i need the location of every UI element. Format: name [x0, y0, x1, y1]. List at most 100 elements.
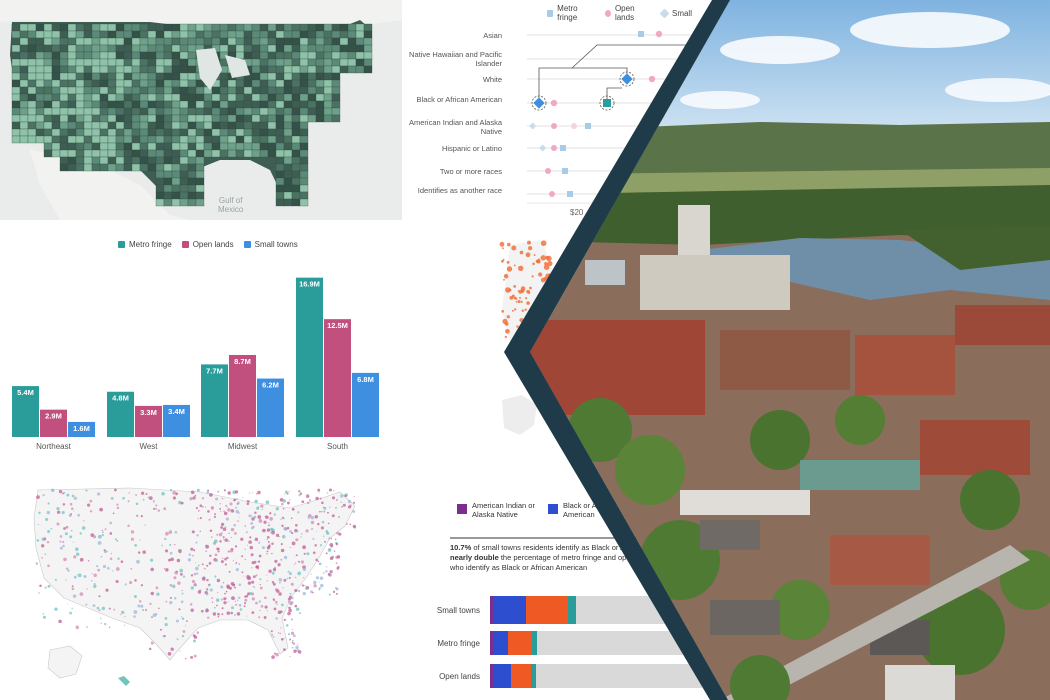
orange-dot — [506, 260, 510, 264]
population-dot — [336, 555, 341, 559]
population-dot — [310, 516, 315, 520]
population-dot — [334, 538, 337, 541]
county-cell — [171, 30, 181, 39]
population-dot — [238, 603, 242, 607]
orange-dot — [536, 318, 541, 323]
county-cell — [243, 142, 253, 151]
county-cell — [243, 93, 253, 102]
population-dot — [158, 607, 160, 610]
population-dot — [215, 497, 219, 501]
population-dot — [199, 504, 203, 507]
population-dot — [236, 612, 241, 616]
population-dot — [228, 532, 230, 535]
population-dot — [102, 531, 104, 534]
tree — [750, 410, 810, 470]
county-cell — [147, 30, 157, 39]
county-cell — [195, 177, 205, 186]
county-cell — [299, 114, 309, 123]
population-dot — [269, 512, 272, 515]
orange-dot — [527, 240, 531, 245]
population-dot — [283, 648, 286, 651]
county-cell — [187, 163, 197, 172]
marker-open — [551, 123, 557, 129]
county-cell — [211, 107, 221, 116]
county-cell — [275, 149, 285, 158]
county-cell — [251, 72, 261, 81]
population-dot — [322, 510, 326, 513]
population-dot — [76, 552, 80, 556]
county-cell — [83, 100, 93, 109]
population-dot — [234, 583, 236, 585]
county-cell — [67, 100, 77, 109]
population-dot — [271, 571, 275, 575]
population-dot — [301, 584, 305, 587]
county-cell — [179, 149, 189, 158]
population-dot — [282, 534, 286, 539]
dp-label-white: White — [482, 75, 502, 84]
county-cell — [51, 107, 61, 116]
population-dot — [329, 543, 334, 547]
county-cell — [203, 107, 213, 116]
county-cell — [75, 128, 85, 137]
population-dot — [208, 584, 210, 586]
county-cell — [219, 100, 229, 109]
county-cell — [307, 23, 317, 32]
county-cell — [99, 44, 109, 53]
marker-metro-highlight — [603, 99, 611, 107]
population-dot — [163, 507, 167, 511]
population-dot — [298, 560, 300, 563]
county-cell — [171, 149, 181, 158]
county-cell — [27, 23, 37, 32]
population-dot — [282, 499, 287, 503]
population-dot — [129, 581, 133, 585]
population-dot — [330, 537, 333, 540]
population-dot — [46, 510, 50, 515]
alaska-fragment — [502, 395, 537, 435]
population-dot — [139, 539, 141, 541]
county-cell — [179, 191, 189, 200]
county-cell — [163, 37, 173, 46]
marker-open — [549, 191, 555, 197]
county-cell — [83, 128, 93, 137]
population-dot — [210, 506, 214, 510]
race-dot-plot: Metro fringe Open lands Small Asian Nati… — [402, 0, 702, 230]
county-cell — [155, 79, 165, 88]
county-cell — [75, 114, 85, 123]
county-cell — [155, 93, 165, 102]
population-dot — [36, 539, 40, 542]
population-dot — [38, 511, 41, 515]
population-dot — [275, 617, 278, 620]
population-dot — [269, 517, 273, 521]
population-dot — [222, 527, 227, 532]
county-cell — [99, 72, 109, 81]
population-dot — [318, 562, 322, 566]
county-cell — [139, 128, 149, 137]
population-dot — [279, 536, 281, 538]
county-cell — [51, 121, 61, 130]
county-cell — [259, 93, 269, 102]
county-cell — [179, 114, 189, 123]
population-dot — [223, 597, 227, 601]
county-cell — [83, 51, 93, 60]
county-cell — [27, 65, 37, 74]
county-cell — [283, 198, 293, 207]
county-cell — [283, 65, 293, 74]
county-cell — [243, 100, 253, 109]
population-dot — [227, 550, 230, 553]
county-cell — [75, 163, 85, 172]
county-cell — [251, 107, 261, 116]
population-dot — [213, 606, 216, 609]
bar-value-label: 16.9M — [299, 280, 320, 289]
county-cell — [123, 86, 133, 95]
county-cell — [99, 100, 109, 109]
population-dot — [174, 543, 176, 546]
county-cell — [235, 107, 245, 116]
population-dot — [216, 533, 219, 536]
county-cell — [179, 163, 189, 172]
county-cell — [195, 198, 205, 207]
county-cell — [107, 149, 117, 158]
population-dot — [271, 542, 274, 545]
population-dot — [133, 615, 136, 618]
county-cell — [51, 44, 61, 53]
population-dot — [130, 567, 133, 570]
